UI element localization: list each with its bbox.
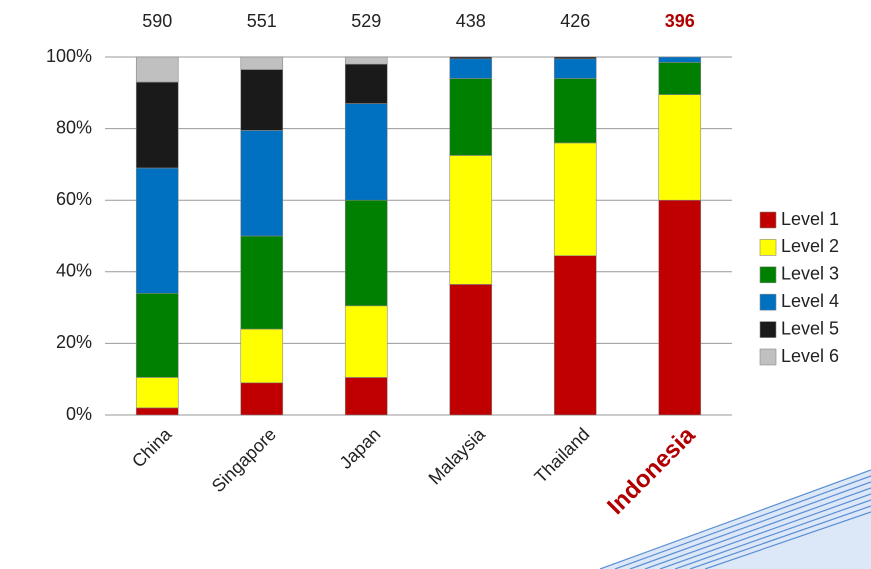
bar-segment [449, 56, 493, 60]
top-label: 551 [247, 11, 277, 31]
bar-segment [553, 58, 597, 79]
bar-segment [240, 56, 284, 70]
bar-segment [344, 63, 388, 104]
y-tick-label: 80% [56, 117, 92, 137]
legend-label: Level 3 [781, 264, 839, 284]
bar-segment [553, 255, 597, 416]
x-tick-label: China [128, 423, 176, 471]
decoration [599, 469, 871, 569]
bar-segment [135, 377, 179, 409]
bar-segment [344, 305, 388, 378]
bar-segment [449, 58, 493, 79]
bar-segment [449, 78, 493, 156]
bar-segment [135, 81, 179, 169]
bar-segment [344, 56, 388, 65]
x-tick-label: Singapore [208, 424, 280, 496]
bar-segment [240, 328, 284, 384]
legend-label: Level 2 [781, 236, 839, 256]
bar-segment [658, 62, 702, 95]
legend-swatch [759, 266, 777, 284]
legend-swatch [759, 293, 777, 311]
legend-label: Level 1 [781, 209, 839, 229]
bar-segment [240, 382, 284, 416]
y-tick-label: 60% [56, 189, 92, 209]
y-tick-label: 100% [46, 46, 92, 66]
bar-segment [553, 78, 597, 144]
legend-swatch [759, 211, 777, 229]
bar-segment [344, 377, 388, 416]
bar-segment [658, 94, 702, 201]
top-label: 438 [456, 11, 486, 31]
top-label: 590 [142, 11, 172, 31]
bar-segment [135, 292, 179, 378]
bar-segment [135, 56, 179, 83]
legend-label: Level 4 [781, 291, 839, 311]
x-tick-label: Japan [336, 424, 385, 473]
bar-segment [344, 103, 388, 201]
bar-segment [449, 284, 493, 416]
top-label: 426 [560, 11, 590, 31]
y-tick-label: 0% [66, 404, 92, 424]
top-label: 396 [665, 11, 695, 31]
bar-segment [135, 407, 179, 416]
bar-segment [344, 199, 388, 307]
bar-segment [553, 56, 597, 60]
bar-segment [240, 235, 284, 330]
bar-segment [135, 167, 179, 294]
bar-segment [553, 142, 597, 256]
bar-segment [240, 69, 284, 131]
y-tick-label: 40% [56, 261, 92, 281]
bar-segment [658, 56, 702, 63]
bar-segment [449, 155, 493, 285]
bar-segment [240, 130, 284, 237]
legend-label: Level 6 [781, 346, 839, 366]
x-tick-label: Thailand [530, 424, 593, 487]
legend-swatch [759, 348, 777, 366]
top-label: 529 [351, 11, 381, 31]
legend-label: Level 5 [781, 318, 839, 338]
x-tick-label: Indonesia [602, 421, 701, 520]
bar-segment [658, 199, 702, 416]
legend-swatch [759, 239, 777, 256]
y-tick-label: 20% [56, 332, 92, 352]
legend-swatch [759, 321, 777, 338]
x-tick-label: Malaysia [425, 423, 490, 488]
